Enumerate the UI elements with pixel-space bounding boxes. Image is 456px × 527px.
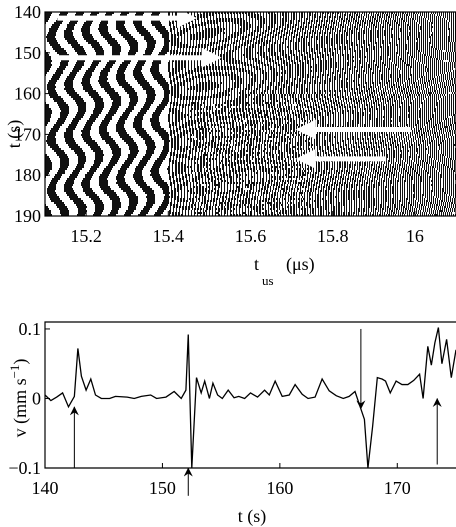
bottom-panel: −0.1 0 0.1 140 150 160 170 t (s) v (mm s−1) [7,319,456,527]
top-y-tick-label: 150 [14,43,41,63]
bottom-plot-background [45,322,456,468]
velocity-line [45,327,456,468]
bottom-plot-frame [44,321,456,469]
top-y-tick-label: 190 [14,206,41,226]
bottom-y-ticks: −0.1 0 0.1 [8,319,50,478]
velocity-series [45,327,456,468]
bottom-x-ticks: 140 150 160 170 [32,463,411,498]
top-y-tick-label: 180 [14,165,41,185]
top-x-axis-label-unit: (μs) [286,254,315,275]
top-x-ticks: 15.2 15.4 15.6 15.8 16 [70,211,424,246]
top-y-axis-label: t (s) [4,120,25,149]
bottom-annotation-arrows [69,328,442,496]
top-y-tick-label: 170 [14,124,41,144]
echo-stripe-pattern [45,12,456,216]
bottom-y-axis-label-sup: −1 [7,365,22,379]
top-x-tick-label: 16 [406,226,424,246]
bottom-y-tick-label: 0.1 [19,319,42,339]
top-x-tick-label: 15.4 [153,226,185,246]
top-x-tick-label: 15.6 [235,226,267,246]
bottom-x-tick-label: 150 [149,478,176,498]
bottom-x-tick-label: 160 [266,478,293,498]
top-y-tick-label: 140 [14,2,41,22]
top-annotation-arrows [57,8,411,169]
bottom-x-axis-label: t (s) [238,506,267,527]
bottom-y-axis-label-close: ) [10,359,31,365]
top-y-ticks: 140 150 160 170 180 190 [14,2,50,226]
bottom-x-tick-label: 170 [384,478,411,498]
bottom-y-axis-label-main: v (mm s [10,378,31,437]
top-x-axis-label-main: t [254,254,259,274]
bottom-y-axis-label: v (mm s−1) [7,359,31,438]
top-x-axis-label-sub: us [262,273,274,288]
bottom-x-tick-label: 140 [32,478,59,498]
top-y-tick-label: 160 [14,84,41,104]
svg-text:v (mm s−1): v (mm s−1) [7,359,31,438]
top-x-tick-label: 15.8 [317,226,349,246]
top-panel: 140 150 160 170 180 190 15.2 15.4 15.6 15.8 16 t … [4,2,456,288]
bottom-y-tick-label: 0 [32,388,41,408]
top-x-tick-label: 15.2 [70,226,102,246]
bottom-y-tick-label: −0.1 [8,458,41,478]
